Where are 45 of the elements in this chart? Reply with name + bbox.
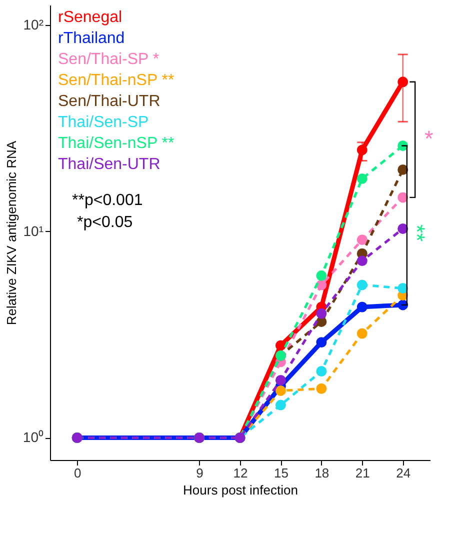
point bbox=[275, 374, 286, 386]
point bbox=[356, 302, 368, 312]
x-tick-label: 15 bbox=[274, 466, 288, 480]
y-axis-title: Relative ZIKV antigenomic RNA bbox=[4, 140, 19, 326]
text: rThailand bbox=[58, 30, 125, 47]
point bbox=[275, 385, 286, 396]
point bbox=[398, 283, 408, 294]
x-tick-label: 21 bbox=[355, 466, 370, 480]
point bbox=[356, 328, 368, 339]
y-tick-label: 10⁰ bbox=[22, 429, 44, 446]
point bbox=[398, 192, 408, 203]
x-tick-label: 12 bbox=[233, 466, 248, 480]
text: Thai/Sen-UTR bbox=[58, 156, 160, 173]
point bbox=[398, 76, 408, 88]
point bbox=[316, 383, 327, 394]
point bbox=[316, 337, 327, 348]
point bbox=[356, 234, 368, 246]
text: Thai/Sen-nSP ** bbox=[58, 135, 174, 152]
annotation: *p<0.05 bbox=[77, 214, 133, 231]
point bbox=[356, 173, 368, 184]
text: Sen/Thai-SP * bbox=[58, 51, 160, 68]
text: rSenegal bbox=[58, 9, 122, 26]
point bbox=[316, 308, 327, 319]
point bbox=[356, 144, 368, 156]
point bbox=[316, 366, 327, 376]
annotation: ** bbox=[404, 224, 430, 242]
point bbox=[316, 270, 327, 281]
annotation: **p<0.001 bbox=[72, 192, 143, 209]
x-axis-title: Hours post infection bbox=[183, 482, 298, 498]
point bbox=[275, 400, 286, 410]
x-tick-label: 24 bbox=[396, 466, 411, 480]
point bbox=[356, 256, 368, 266]
point bbox=[398, 223, 408, 234]
point bbox=[398, 164, 408, 175]
x-tick-label: 0 bbox=[74, 466, 82, 480]
y-tick-label: 10¹ bbox=[23, 222, 44, 239]
text: Thai/Sen-SP bbox=[58, 114, 149, 131]
x-tick-label: 9 bbox=[196, 466, 204, 480]
text: Sen/Thai-UTR bbox=[58, 93, 160, 110]
y-tick-label: 10² bbox=[23, 16, 44, 32]
point bbox=[275, 340, 286, 351]
point bbox=[356, 280, 368, 290]
text: Sen/Thai-nSP ** bbox=[58, 72, 174, 89]
annotation: * bbox=[424, 126, 434, 152]
x-tick-label: 18 bbox=[314, 466, 330, 480]
